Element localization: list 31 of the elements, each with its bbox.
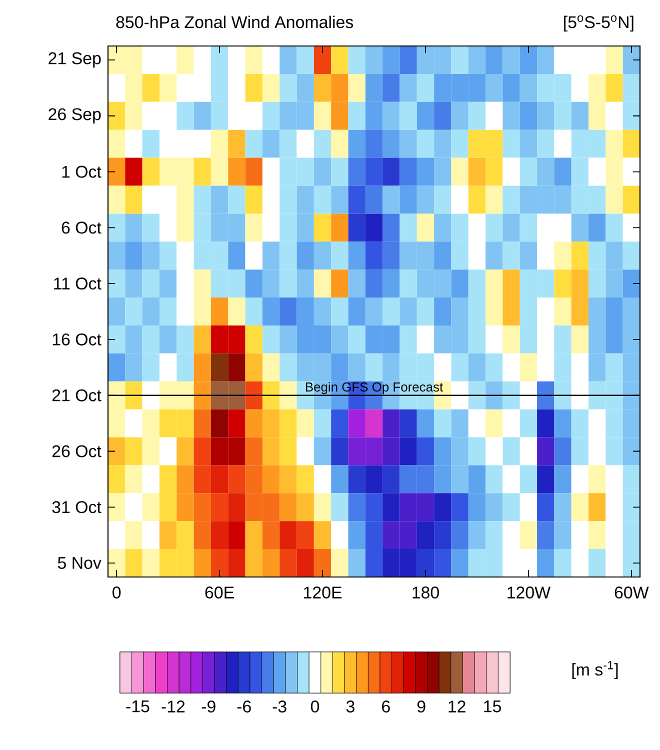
y-tick-label: 21 Sep (48, 52, 101, 68)
color-bar-label: -9 (202, 700, 216, 713)
color-bar-label: 0 (310, 700, 320, 713)
chart-title: 850-hPa Zonal Wind Anomalies (116, 16, 354, 28)
color-bar-label: 15 (484, 700, 501, 712)
y-tick-label: 6 Oct (62, 222, 102, 234)
x-tick-label: 120E (304, 586, 342, 599)
x-tick-label: 60E (205, 586, 234, 599)
color-bar-label: 9 (417, 700, 426, 713)
y-tick-label: 5 Nov (58, 557, 102, 569)
x-tick-label: 180 (412, 586, 439, 599)
y-tick-label: 11 Oct (54, 278, 102, 290)
color-bar-title: [m s$^{-1}$] (572, 661, 618, 679)
y-tick-label: 21 Oct (52, 389, 102, 402)
ref-line-label: Begin GFS Op Forecast (306, 382, 443, 394)
color-bar-label: -6 (237, 700, 251, 713)
y-tick-label: 1 Oct (62, 166, 102, 178)
x-tick-label: 60W (614, 586, 649, 599)
y-tick-label: 26 Oct (52, 445, 102, 458)
color-bar-label: 3 (346, 700, 354, 713)
y-tick-label: 26 Sep (48, 108, 101, 124)
color-bar-label: 12 (448, 700, 466, 712)
y-tick-label: 31 Oct (52, 501, 102, 514)
y-tick-label: 16 Oct (52, 333, 102, 346)
color-bar-label: -15 (126, 700, 150, 712)
x-tick-label: 0 (112, 586, 121, 599)
chart-subtitle: [5$^{o}$S-5$^{o}$N] (564, 15, 634, 32)
color-bar-label: -12 (162, 700, 185, 712)
color-bar-label: 6 (382, 700, 390, 713)
color-bar-label: -3 (272, 700, 286, 713)
x-tick-label: 120W (508, 586, 551, 599)
